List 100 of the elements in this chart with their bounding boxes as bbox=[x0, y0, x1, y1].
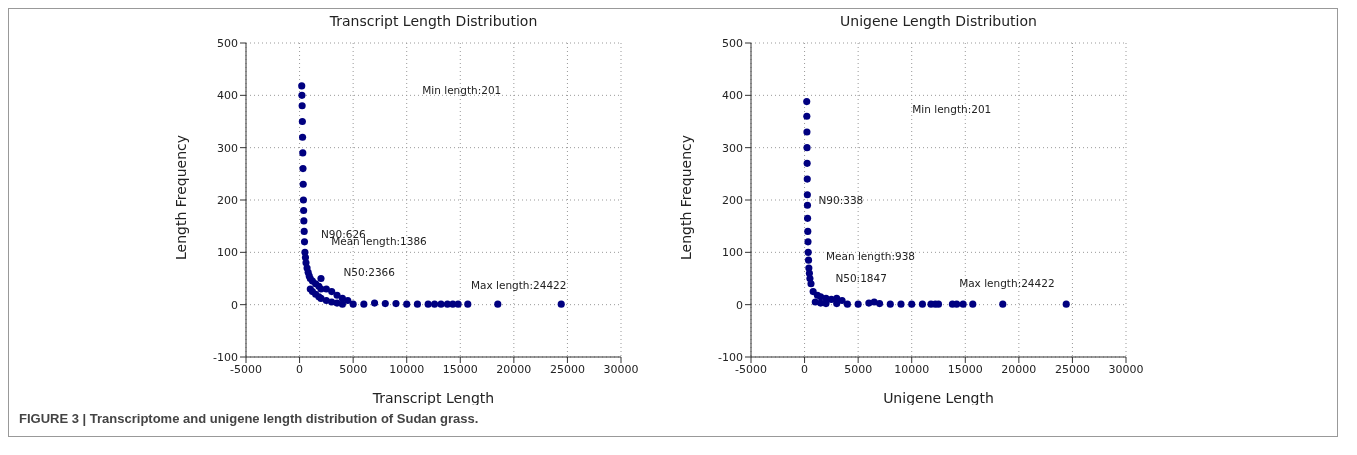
point bbox=[822, 300, 830, 308]
point bbox=[803, 128, 811, 136]
annotation: N50:2366 bbox=[343, 265, 395, 278]
x-tick-label: -5000 bbox=[735, 362, 767, 376]
chart-title: Unigene Length Distribution bbox=[839, 13, 1038, 29]
point bbox=[803, 144, 811, 152]
y-axis-title: Length Frequency bbox=[172, 134, 189, 260]
point bbox=[803, 201, 812, 209]
point bbox=[838, 296, 846, 305]
point bbox=[494, 300, 502, 308]
point bbox=[807, 280, 815, 288]
point bbox=[454, 300, 462, 308]
point bbox=[299, 165, 307, 173]
x-axis-title: Transcript Length bbox=[371, 390, 495, 406]
point bbox=[333, 291, 341, 299]
y-tick-label: 300 bbox=[217, 141, 238, 155]
x-tick-label: -5000 bbox=[230, 362, 262, 376]
point bbox=[338, 300, 346, 308]
x-tick-label: 5000 bbox=[339, 362, 368, 376]
point bbox=[413, 300, 421, 308]
x-tick-label: 20000 bbox=[496, 362, 532, 376]
point bbox=[344, 296, 352, 305]
point bbox=[298, 91, 306, 99]
point bbox=[299, 133, 307, 141]
y-tick-label: 400 bbox=[722, 89, 743, 103]
x-tick-label: 30000 bbox=[1108, 362, 1144, 376]
x-tick-label: 15000 bbox=[442, 362, 478, 376]
point bbox=[1062, 300, 1070, 308]
point bbox=[817, 293, 825, 301]
x-tick-label: 30000 bbox=[603, 362, 639, 376]
point bbox=[437, 300, 445, 308]
y-tick-label: -100 bbox=[718, 350, 743, 364]
point bbox=[299, 196, 307, 204]
y-tick-label: 0 bbox=[736, 298, 743, 312]
annotation: N90:338 bbox=[818, 193, 864, 206]
point bbox=[392, 300, 400, 308]
point bbox=[804, 248, 812, 256]
point bbox=[464, 300, 472, 308]
point bbox=[298, 102, 306, 110]
point bbox=[804, 214, 812, 222]
x-tick-label: 5000 bbox=[844, 362, 873, 376]
chart-title: Transcript Length Distribution bbox=[328, 13, 539, 29]
point bbox=[953, 300, 961, 308]
point bbox=[322, 285, 330, 293]
point bbox=[328, 298, 336, 306]
point bbox=[886, 300, 894, 308]
point bbox=[371, 299, 379, 307]
point bbox=[908, 300, 916, 308]
point bbox=[300, 238, 309, 246]
point bbox=[969, 300, 977, 308]
y-tick-label: 200 bbox=[722, 193, 743, 207]
point bbox=[803, 175, 811, 183]
y-tick-label: 500 bbox=[722, 36, 743, 50]
point bbox=[803, 98, 811, 106]
point bbox=[804, 256, 813, 264]
point bbox=[804, 227, 812, 235]
annotation: Mean length:938 bbox=[826, 250, 915, 263]
point bbox=[300, 227, 308, 235]
point bbox=[803, 191, 811, 199]
point bbox=[317, 274, 325, 283]
y-tick-label: 200 bbox=[217, 193, 238, 207]
x-tick-label: 20000 bbox=[1001, 362, 1037, 376]
annotation: Max length:24422 bbox=[959, 276, 1055, 289]
point bbox=[299, 149, 307, 157]
point bbox=[803, 112, 811, 120]
point bbox=[999, 300, 1007, 308]
x-tick-label: 0 bbox=[296, 362, 304, 376]
y-tick-label: 400 bbox=[217, 89, 238, 103]
x-tick-label: 25000 bbox=[1054, 362, 1090, 376]
annotation: Min length:201 bbox=[422, 83, 502, 96]
point bbox=[959, 300, 967, 308]
y-tick-label: 100 bbox=[722, 246, 743, 260]
point bbox=[431, 300, 439, 308]
x-axis-title: Unigene Length bbox=[883, 390, 994, 406]
y-tick-label: -100 bbox=[213, 350, 238, 364]
point bbox=[876, 300, 884, 308]
x-tick-label: 10000 bbox=[389, 362, 425, 376]
caption: FIGURE 3 | Transcriptome and unigene length distribution of Sudan grass. bbox=[18, 410, 480, 428]
point bbox=[328, 288, 336, 296]
point bbox=[360, 300, 368, 308]
x-tick-label: 10000 bbox=[894, 362, 930, 376]
point bbox=[557, 300, 565, 308]
point bbox=[897, 300, 905, 308]
point bbox=[843, 300, 851, 308]
y-axis-title: Length Frequency bbox=[677, 134, 694, 260]
y-tick-label: 100 bbox=[217, 246, 238, 260]
y-tick-label: 0 bbox=[231, 298, 238, 312]
point bbox=[349, 300, 357, 308]
point bbox=[300, 206, 308, 215]
annotation: Max length:24422 bbox=[471, 278, 567, 291]
point bbox=[854, 300, 862, 308]
point bbox=[300, 217, 308, 225]
y-tick-label: 300 bbox=[722, 141, 743, 155]
point bbox=[424, 300, 432, 308]
x-tick-label: 0 bbox=[801, 362, 809, 376]
point bbox=[833, 300, 841, 308]
annotation: Min length:201 bbox=[912, 102, 992, 115]
point bbox=[803, 159, 811, 167]
point bbox=[298, 82, 306, 90]
point bbox=[299, 180, 307, 188]
